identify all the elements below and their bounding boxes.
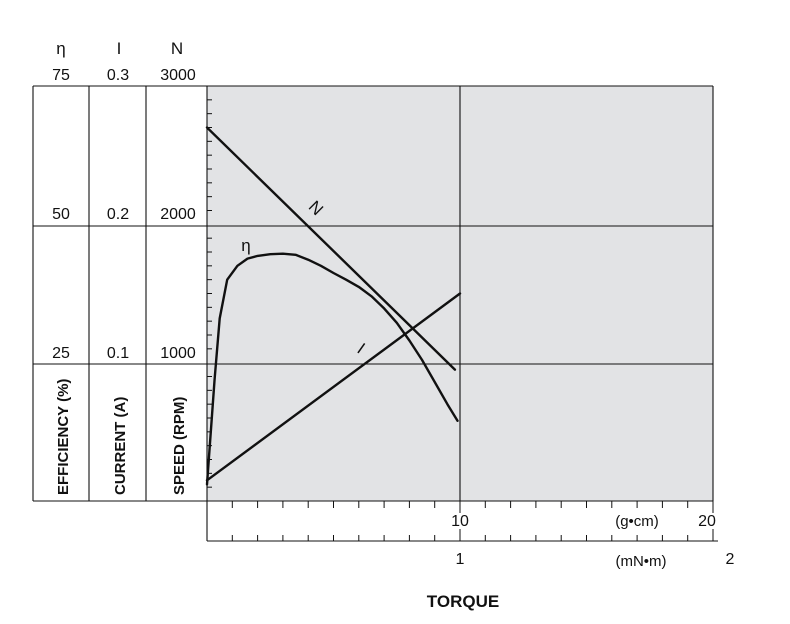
series-group: NIη [205,126,462,486]
current-symbol: I [117,39,122,58]
x-mnm-unit-label: (mN•m) [615,553,666,570]
x-mnm-tick-label: 2 [726,551,735,568]
efficiency-tick-label: 50 [52,206,70,223]
current-tick-label: 0.1 [107,345,129,362]
efficiency-tick-label: 75 [52,67,70,84]
x-mnm-tick-label: 1 [456,551,465,568]
series-line-efficiency [205,252,459,486]
efficiency-symbol: η [56,39,65,58]
x-axis-title: TORQUE [427,592,499,611]
speed-tick-label: 2000 [160,206,196,223]
efficiency-tick-label: 25 [52,345,70,362]
x-tick-marks [207,501,718,542]
current-axis-label: CURRENT (A) [112,397,129,495]
speed-tick-label: 3000 [160,67,196,84]
speed-symbol: N [171,39,183,58]
series-label: η [241,236,250,255]
axis-table [32,85,208,541]
x-gcm-tick-label: 10 [451,513,469,530]
speed-tick-label: 1000 [160,345,196,362]
current-tick-label: 0.2 [107,206,129,223]
x-gcm-unit-label: (g•cm) [615,513,659,530]
series-line-current [205,292,462,482]
speed-axis-label: SPEED (RPM) [171,397,188,495]
x-gcm-tick-label: 20 [698,513,716,530]
current-tick-label: 0.3 [107,67,129,84]
efficiency-axis-label: EFFICIENCY (%) [55,379,72,495]
